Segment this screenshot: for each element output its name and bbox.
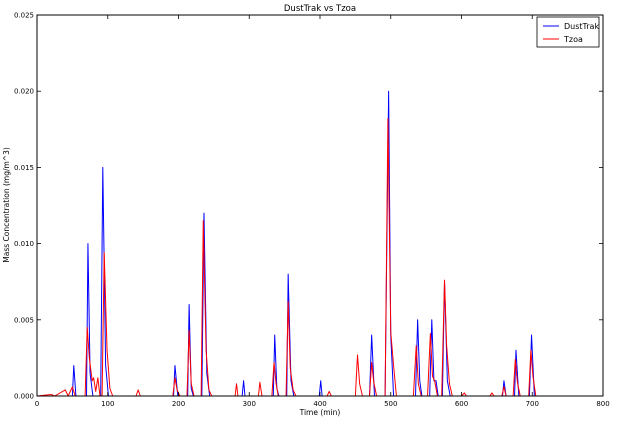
- x-tick-label: 300: [243, 400, 256, 408]
- legend-label-tzoa: Tzoa: [563, 35, 583, 44]
- y-tick-label: 0.010: [14, 240, 34, 248]
- x-tick-label: 100: [101, 400, 114, 408]
- y-tick-label: 0.000: [14, 393, 34, 401]
- x-tick-label: 700: [526, 400, 539, 408]
- series-line-dusttrak: [37, 90, 547, 397]
- legend-box: [536, 16, 600, 48]
- series-line-tzoa: [36, 118, 547, 397]
- x-tick-label: 800: [596, 400, 609, 408]
- y-tick-label: 0.020: [14, 88, 34, 96]
- legend-label-dusttrak: DustTrak: [564, 22, 599, 31]
- y-axis-label: Mass Concentration (mg/m^3): [2, 147, 11, 263]
- chart-title: DustTrak vs Tzoa: [284, 4, 356, 14]
- x-axis: 0 100 200 300 400 500 600 700 800: [35, 15, 610, 408]
- plot-lines: [36, 90, 547, 397]
- y-tick-label: 0.005: [14, 316, 34, 324]
- x-axis-label: Time (min): [299, 408, 341, 417]
- y-axis: 0.000 0.005 0.010 0.015 0.020 0.025: [14, 12, 603, 401]
- plot-frame: [36, 14, 604, 397]
- x-tick-label: 600: [455, 400, 468, 408]
- x-tick-label: 0: [35, 400, 39, 408]
- y-tick-label: 0.025: [14, 12, 34, 20]
- x-tick-label: 200: [172, 400, 185, 408]
- x-tick-label: 400: [313, 400, 326, 408]
- x-tick-label: 500: [384, 400, 397, 408]
- y-tick-label: 0.015: [14, 164, 34, 172]
- legend: DustTrak Tzoa: [536, 16, 600, 48]
